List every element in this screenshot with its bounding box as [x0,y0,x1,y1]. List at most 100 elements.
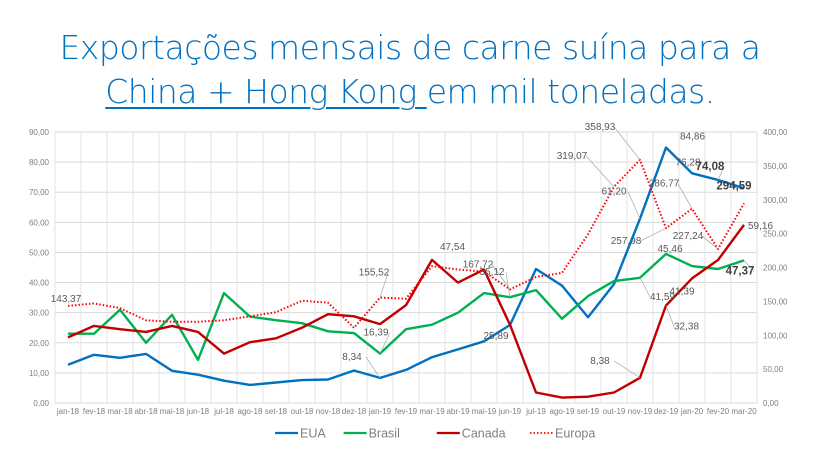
y-left-tick-label: 0,00 [33,399,49,408]
x-tick-label: mai-19 [472,407,497,416]
data-label-leader [505,272,511,298]
y-right-tick-label: 150,00 [763,297,788,306]
x-tick-label: jul-18 [213,407,234,416]
y-right-tick-label: 350,00 [763,162,788,171]
y-left-tick-label: 20,00 [29,339,50,348]
x-tick-label: fev-20 [707,407,730,416]
data-label-leader [639,277,651,297]
x-tick-label: out-18 [291,407,314,416]
series-line-canada [67,224,745,399]
data-label: 227,24 [673,231,704,242]
x-tick-label: mar-18 [107,407,133,416]
data-label: 35,12 [479,267,504,278]
data-label-leader [639,227,667,242]
data-label: 155,52 [359,268,390,279]
x-tick-label: abr-18 [134,407,158,416]
y-right-tick-label: 300,00 [763,196,788,205]
legend-label-brasil: Brasil [369,427,400,441]
data-label-leader [585,155,615,188]
y-right-tick-label: 50,00 [763,365,784,374]
series-line-brasil [68,252,745,362]
data-label-leader [701,235,719,250]
data-label: 59,16 [748,221,773,232]
data-label: 76,28 [675,157,700,168]
x-tick-label: dez-19 [654,407,679,416]
data-label-leader [627,191,641,219]
y-right-tick-label: 200,00 [763,264,788,273]
data-label: 45,46 [657,244,682,255]
data-label: 84,86 [680,131,705,142]
data-label-leader [665,305,675,327]
data-label: 358,93 [585,122,616,133]
data-label-leader [717,166,725,181]
data-label-leader [677,183,693,209]
data-label: 41,39 [669,286,694,297]
x-tick-label: set-19 [577,407,600,416]
y-left-tick-label: 40,00 [29,279,50,288]
y-right-tick-label: 0,00 [763,399,779,408]
y-left-tick-label: 70,00 [29,188,50,197]
y-left-tick-label: 30,00 [29,309,50,318]
x-tick-label: jun-18 [186,407,210,416]
data-label-leader [613,126,641,161]
x-tick-label: nov-19 [628,407,653,416]
data-label: 167,72 [463,259,494,270]
legend-label-canada: Canada [462,427,506,441]
data-label: 8,34 [342,352,362,363]
x-tick-label: fev-19 [395,407,418,416]
x-tick-label: dez-18 [342,407,367,416]
data-label: 257,98 [611,236,642,247]
x-tick-label: out-19 [603,407,626,416]
x-tick-label: fev-18 [83,407,106,416]
chart-title-rest: em mil toneladas. [426,72,716,111]
y-left-tick-label: 80,00 [29,158,50,167]
y-right-tick-label: 400,00 [763,128,788,137]
data-label-leader [491,264,511,290]
data-label: 143,37 [51,294,82,305]
data-label-leader [379,272,389,298]
x-tick-label: jan-20 [680,407,704,416]
x-tick-label: set-18 [265,407,288,416]
x-tick-label: jan-19 [368,407,392,416]
chart-title-line-2: China + Hong Kong em mil toneladas. [0,72,820,111]
chart-title-underlined: China + Hong Kong [105,72,427,111]
data-label: 47,37 [726,265,755,277]
legend-label-eua: EUA [300,427,326,441]
x-tick-label: abr-19 [446,407,470,416]
data-label-leader [365,356,381,379]
series-line-europa [67,158,745,329]
y-left-tick-label: 60,00 [29,218,50,227]
data-label: 32,38 [674,322,699,333]
y-right-tick-label: 250,00 [763,230,788,239]
x-tick-label: nov-18 [316,407,341,416]
y-left-tick-label: 90,00 [29,128,50,137]
x-tick-label: mar-20 [731,407,757,416]
x-tick-label: ago-19 [550,407,575,416]
series-line-eua [67,146,745,387]
data-label: 294,59 [716,180,751,192]
x-tick-label: jul-19 [525,407,546,416]
data-label: 74,08 [696,161,725,173]
legend-label-europa: Europa [555,427,595,441]
x-tick-label: mai-18 [160,407,185,416]
x-tick-label: ago-18 [238,407,263,416]
data-label: 25,89 [483,331,508,342]
x-tick-label: jan-18 [56,407,80,416]
data-label: 8,38 [590,356,610,367]
data-label-leader [379,332,391,354]
y-left-tick-label: 10,00 [29,369,50,378]
x-tick-label: mar-19 [419,407,445,416]
y-right-tick-label: 100,00 [763,331,788,340]
chart-title-line-1: Exportações mensais de carne suína para … [59,28,761,67]
data-label: 286,77 [649,179,680,190]
data-label: 47,54 [440,242,465,253]
data-label: 16,39 [363,328,388,339]
data-label: 61,20 [601,187,626,198]
y-left-tick-label: 50,00 [29,248,50,257]
x-tick-label: jun-19 [498,407,522,416]
data-label-leader [743,260,755,272]
data-label: 41,59 [650,292,675,303]
data-label-leader [613,360,641,379]
data-label: 319,07 [557,151,588,162]
